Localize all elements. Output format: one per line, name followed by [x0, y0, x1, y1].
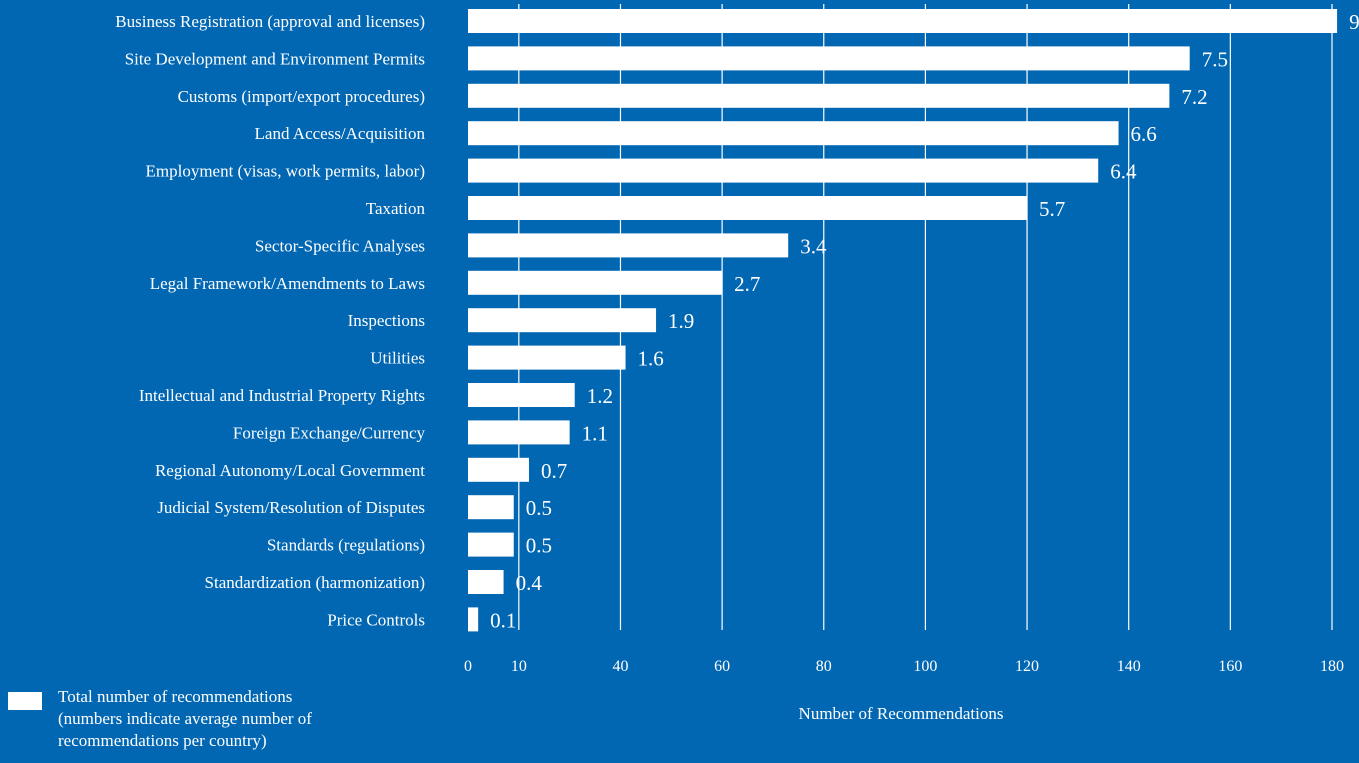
bar — [468, 457, 529, 482]
value-label: 0.7 — [541, 459, 567, 483]
value-label: 1.6 — [638, 347, 664, 371]
value-label: 7.2 — [1181, 85, 1207, 109]
x-tick-label: 180 — [1320, 658, 1344, 675]
x-tick-label: 120 — [1015, 658, 1039, 675]
category-label: Site Development and Environment Permits — [125, 49, 425, 68]
bar — [468, 121, 1119, 146]
x-tick-label: 140 — [1117, 658, 1141, 675]
category-labels: Business Registration (approval and lice… — [115, 12, 425, 629]
bar — [468, 495, 514, 520]
value-label: 6.4 — [1110, 160, 1137, 184]
x-tick-label: 10 — [511, 658, 527, 675]
category-label: Inspections — [348, 311, 425, 330]
bars — [468, 9, 1338, 632]
value-label: 0.5 — [526, 534, 552, 558]
gridlines — [518, 4, 1333, 630]
x-tick-label: 40 — [612, 658, 628, 675]
x-tick-label: 0 — [464, 658, 472, 675]
value-label: 0.4 — [516, 571, 543, 595]
bar — [468, 196, 1028, 220]
category-label: Foreign Exchange/Currency — [233, 423, 426, 442]
bar — [468, 233, 789, 258]
category-label: Standards (regulations) — [267, 536, 425, 555]
value-label: 2.7 — [734, 272, 760, 296]
category-label: Legal Framework/Amendments to Laws — [150, 274, 425, 293]
value-label: 1.2 — [587, 384, 613, 408]
category-label: Employment (visas, work permits, labor) — [145, 162, 425, 181]
category-label: Business Registration (approval and lice… — [115, 12, 425, 31]
x-axis-title: Number of Recommendations — [799, 704, 1004, 723]
bar — [468, 570, 504, 594]
category-label: Price Controls — [327, 610, 425, 629]
x-tick-label: 80 — [816, 658, 832, 675]
bar — [468, 270, 723, 295]
value-labels: 9.1 7.5 7.2 6.6 6.4 5.7 3.4 2.7 1.91.6 1.2 1.1 0.7 0… — [490, 10, 1359, 632]
bar — [468, 607, 479, 632]
value-label: 1.1 — [582, 421, 608, 445]
category-label: Customs (import/export procedures) — [178, 87, 425, 106]
value-label: 6.6 — [1131, 122, 1157, 146]
category-label: Utilities — [370, 349, 425, 368]
bar — [468, 420, 570, 445]
bar — [468, 46, 1190, 71]
value-label: 0.5 — [526, 496, 552, 520]
category-label: Regional Autonomy/Local Government — [155, 461, 425, 480]
bar — [468, 158, 1099, 183]
legend-label: Total number of recommendations (numbers… — [58, 687, 312, 750]
x-tick-label: 60 — [714, 658, 730, 675]
bar — [468, 532, 514, 557]
value-label: 5.7 — [1039, 197, 1065, 221]
value-label: 9.1 — [1349, 10, 1359, 34]
bar — [468, 383, 575, 407]
value-label: 0.1 — [490, 608, 516, 632]
legend-swatch — [8, 692, 42, 710]
category-label: Land Access/Acquisition — [255, 124, 426, 143]
value-label: 1.9 — [668, 309, 694, 333]
value-label: 7.5 — [1202, 47, 1228, 71]
bar — [468, 308, 657, 333]
x-tick-label: 100 — [913, 658, 937, 675]
category-label: Intellectual and Industrial Property Rig… — [139, 386, 425, 405]
category-label: Taxation — [366, 199, 426, 218]
category-label: Sector-Specific Analyses — [255, 236, 425, 255]
x-tick-label: 160 — [1218, 658, 1242, 675]
bar — [468, 345, 626, 370]
category-label: Judicial System/Resolution of Disputes — [157, 498, 425, 517]
category-label: Standardization (harmonization) — [205, 573, 425, 592]
bar — [468, 9, 1338, 33]
x-axis-ticks: 0 10 40 60 80 100 120 140 160 180 — [464, 658, 1344, 675]
value-label: 3.4 — [800, 234, 827, 258]
bar — [468, 83, 1170, 108]
